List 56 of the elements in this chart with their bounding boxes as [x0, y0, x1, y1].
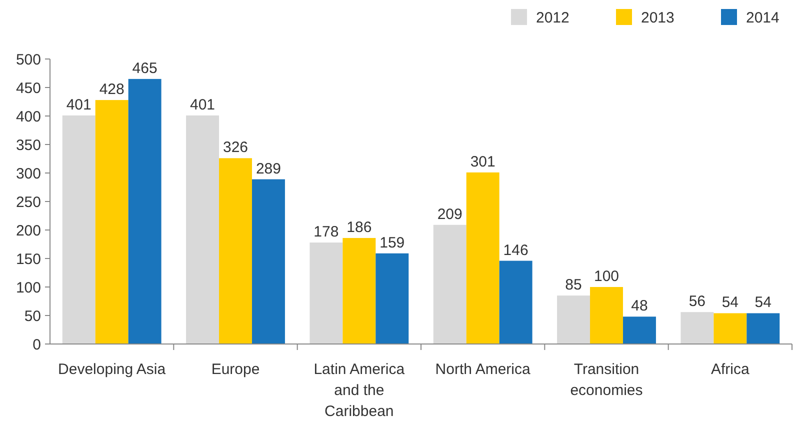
bar	[557, 296, 590, 344]
x-tick-label: Latin America and the Caribbean	[314, 361, 406, 420]
x-tick-label: North America	[435, 361, 531, 378]
data-label: 301	[470, 153, 496, 170]
data-label: 428	[99, 81, 124, 98]
y-tick-label: 450	[16, 80, 41, 97]
bar	[252, 179, 285, 344]
bar	[433, 224, 466, 344]
y-tick-label: 100	[16, 279, 41, 296]
bar	[714, 313, 747, 344]
bar	[62, 115, 96, 344]
data-label: 54	[754, 294, 772, 312]
y-tick-label: 50	[24, 308, 41, 325]
data-label: 48	[631, 298, 648, 315]
data-label: 289	[256, 160, 281, 178]
data-label: 209	[437, 206, 462, 223]
data-label: 326	[222, 139, 248, 156]
y-tick-label: 300	[16, 165, 41, 182]
bar	[590, 287, 623, 344]
data-label: 56	[688, 293, 706, 310]
data-label: 85	[565, 276, 582, 294]
bar	[680, 312, 714, 344]
y-tick-label: 250	[16, 194, 41, 211]
data-label: 54	[722, 294, 739, 312]
legend-label: 2014	[746, 9, 780, 26]
bar	[622, 316, 656, 344]
bar	[342, 238, 376, 344]
bar	[499, 260, 532, 344]
bar	[186, 115, 220, 344]
legend-label: 2013	[641, 9, 674, 26]
data-label: 401	[190, 96, 216, 114]
data-label: 146	[503, 242, 528, 259]
x-tick-label: Developing Asia	[58, 361, 166, 378]
data-label: 186	[346, 218, 372, 236]
bar	[466, 172, 500, 344]
x-tick-label: Africa	[710, 361, 750, 378]
bar	[128, 78, 162, 344]
data-label: 465	[132, 60, 158, 77]
data-label: 178	[314, 224, 339, 241]
bar	[746, 313, 780, 344]
y-tick-label: 150	[16, 250, 41, 268]
x-tick-label: Europe	[211, 361, 260, 378]
y-tick-label: 400	[16, 108, 41, 126]
bar	[376, 253, 409, 344]
data-label: 159	[380, 234, 405, 252]
bar	[310, 242, 343, 344]
bar	[95, 100, 128, 344]
y-tick-label: 500	[16, 51, 41, 68]
y-tick-label: 350	[16, 136, 41, 154]
data-label: 100	[594, 268, 620, 285]
y-tick-label: 0	[32, 336, 41, 354]
bar	[219, 158, 252, 344]
data-label: 401	[66, 96, 92, 114]
x-tick-label: Transition economies	[570, 361, 643, 399]
legend-label: 2012	[536, 9, 570, 26]
y-tick-label: 200	[16, 222, 41, 240]
